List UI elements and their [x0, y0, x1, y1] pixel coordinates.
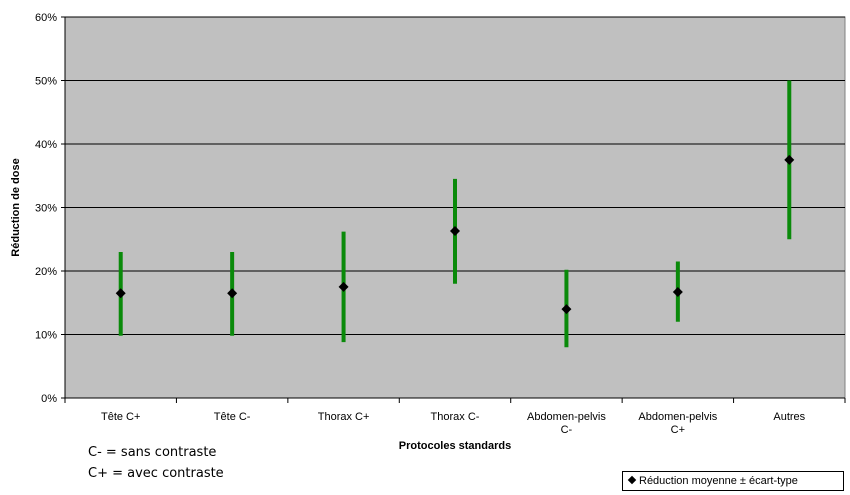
- x-axis-title: Protocoles standards: [399, 440, 511, 452]
- mean-point: [115, 288, 126, 299]
- mean-point: [672, 286, 683, 297]
- note-contrast-present: C+ = avec contraste: [88, 466, 224, 481]
- mean-point: [561, 304, 572, 315]
- y-axis-title: Réduction de dose: [10, 158, 22, 256]
- data-marks: [115, 80, 795, 348]
- mean-point: [450, 225, 460, 236]
- x-axis: Tête C+ Tête C- Thorax C+ Thorax C- Abdomen-…: [64, 397, 846, 436]
- x-tick-label: Thorax C-: [431, 411, 480, 423]
- y-axis-ticks: 0% 10% 20% 30% 40% 50% 60%: [35, 12, 66, 405]
- mean-point: [227, 288, 238, 299]
- gridlines: [65, 16, 845, 335]
- x-tick-label: Thorax C+: [318, 411, 370, 423]
- x-tick-label: C+: [671, 424, 685, 436]
- y-tick-label: 50%: [35, 76, 57, 88]
- legend: Réduction moyenne ± écart-type: [622, 471, 844, 491]
- mean-point: [338, 281, 349, 292]
- x-tick-label: Tête C+: [101, 411, 140, 423]
- mean-point: [784, 154, 795, 165]
- y-tick-label: 60%: [35, 12, 57, 24]
- legend-diamond-icon: [627, 475, 637, 485]
- x-tick-label: Abdomen-pelvis: [638, 411, 717, 423]
- y-tick-label: 10%: [35, 330, 57, 342]
- y-tick-label: 40%: [35, 139, 57, 151]
- x-tick-label: C-: [561, 424, 573, 436]
- x-tick-label: Abdomen-pelvis: [527, 411, 606, 423]
- y-tick-label: 20%: [35, 266, 57, 278]
- y-tick-label: 30%: [35, 203, 57, 215]
- x-tick-label: Autres: [773, 411, 805, 423]
- legend-label: Réduction moyenne ± écart-type: [639, 475, 798, 487]
- y-tick-label: 0%: [41, 393, 57, 405]
- note-contrast-absent: C- = sans contraste: [88, 445, 217, 460]
- x-tick-label: Tête C-: [214, 411, 251, 423]
